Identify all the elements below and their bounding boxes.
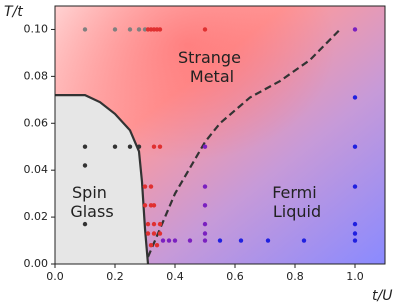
data-point xyxy=(202,184,208,189)
data-point xyxy=(151,203,157,208)
data-point xyxy=(160,238,166,243)
data-point xyxy=(82,221,88,227)
data-point xyxy=(127,27,133,32)
data-point xyxy=(145,231,151,236)
data-point xyxy=(166,238,172,243)
data-point xyxy=(352,221,358,227)
data-point xyxy=(154,243,160,248)
data-point xyxy=(202,238,208,243)
data-point xyxy=(352,95,358,100)
data-point xyxy=(301,238,307,243)
x-axis-label: t/U xyxy=(372,288,392,304)
data-point xyxy=(82,144,88,149)
data-point xyxy=(352,184,358,189)
data-point xyxy=(352,231,358,236)
annotation: Spin Glass xyxy=(70,183,113,221)
data-point xyxy=(112,144,118,149)
data-point xyxy=(82,27,88,32)
data-point xyxy=(157,27,163,32)
data-point xyxy=(151,221,157,227)
data-point xyxy=(145,221,151,227)
data-point xyxy=(202,27,208,32)
y-tick-label: 0.00 xyxy=(24,257,49,270)
x-tick-label: 0.2 xyxy=(106,270,124,283)
annotation-line: Fermi xyxy=(272,183,317,202)
data-point xyxy=(82,163,88,168)
plot-frame xyxy=(54,5,386,265)
data-point xyxy=(127,144,133,149)
x-tick-label: 0.0 xyxy=(46,270,64,283)
axes: 0.0 0.2 0.4 0.6 0.8 1.0 0.00 0.02 0.04 0.06 0.08 0.… xyxy=(24,22,364,283)
data-point xyxy=(187,238,193,243)
data-point xyxy=(265,238,271,243)
annotation: Strange Metal xyxy=(178,48,246,86)
data-point xyxy=(172,238,178,243)
data-point xyxy=(352,144,358,149)
y-tick-label: 0.10 xyxy=(24,22,49,35)
data-point xyxy=(148,243,154,248)
x-tick-label: 0.8 xyxy=(286,270,304,283)
x-tick-label: 1.0 xyxy=(346,270,364,283)
data-point xyxy=(151,231,157,236)
data-point xyxy=(148,184,154,189)
data-point xyxy=(352,238,358,243)
annotation-line: Metal xyxy=(190,67,234,86)
data-point xyxy=(238,238,244,243)
data-point xyxy=(202,203,208,208)
data-point xyxy=(112,27,118,32)
data-point xyxy=(217,238,223,243)
phase-boundary xyxy=(55,94,150,264)
x-tick-label: 0.4 xyxy=(166,270,184,283)
data-point xyxy=(136,27,142,32)
data-point xyxy=(136,144,142,149)
annotation-line: Strange xyxy=(178,48,241,67)
plot-area xyxy=(55,27,358,264)
data-point xyxy=(142,184,148,189)
annotation: Fermi Liquid xyxy=(272,183,322,221)
y-tick-label: 0.06 xyxy=(24,116,49,129)
annotation-line: Spin xyxy=(72,183,107,202)
data-point xyxy=(202,221,208,227)
y-tick-label: 0.02 xyxy=(24,210,49,223)
data-point xyxy=(157,231,163,236)
data-point xyxy=(352,27,358,32)
data-point xyxy=(157,144,163,149)
annotation-line: Liquid xyxy=(273,202,321,221)
x-tick-label: 0.6 xyxy=(226,270,244,283)
spin-glass-region xyxy=(55,95,148,264)
y-axis-label: T/t xyxy=(4,4,23,20)
data-point xyxy=(142,203,148,208)
y-tick-label: 0.04 xyxy=(24,163,49,176)
data-point xyxy=(157,221,163,227)
data-point xyxy=(202,231,208,236)
annotation-line: Glass xyxy=(70,202,113,221)
data-point xyxy=(202,144,208,149)
data-point xyxy=(151,144,157,149)
y-tick-label: 0.08 xyxy=(24,69,49,82)
